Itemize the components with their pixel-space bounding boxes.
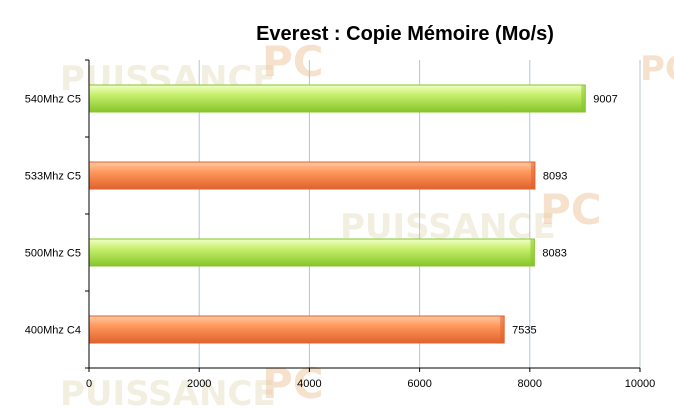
x-tick-label-2000: 2000	[187, 378, 211, 390]
axes-layer	[85, 59, 641, 372]
bar-cap-0	[581, 85, 586, 112]
bar-2	[88, 238, 535, 267]
category-label-3: 400Mhz C4	[25, 325, 81, 337]
x-tick-label-0: 0	[86, 378, 92, 390]
watermark-pc-4: PC	[640, 49, 674, 89]
watermark-pc-3: PC	[262, 359, 324, 408]
data-label-2: 8083	[542, 248, 566, 260]
data-label-3: 7535	[512, 325, 536, 337]
watermark-pc-1: PC	[262, 37, 324, 86]
bars-layer	[88, 84, 586, 344]
x-tick-label-4000: 4000	[297, 378, 321, 390]
x-tick-label-10000: 10000	[625, 378, 656, 390]
bar-cap-3	[500, 316, 505, 343]
bar-3	[88, 315, 505, 344]
category-label-0: 540Mhz C5	[25, 94, 81, 106]
bar-cap-2	[530, 239, 535, 266]
data-label-1: 8093	[543, 171, 567, 183]
chart-title: Everest : Copie Mémoire (Mo/s)	[256, 23, 554, 45]
data-label-0: 9007	[593, 94, 617, 106]
watermark-text-3: PUISSANCE	[60, 374, 276, 409]
bar-1	[88, 161, 536, 190]
labels-layer: 540Mhz C5 9007 533Mhz C5 8093 500Mhz C5 8083 4…	[25, 94, 656, 391]
bar-0	[88, 84, 586, 113]
category-label-1: 533Mhz C5	[25, 171, 81, 183]
watermark-group: PUISSANCE PC PUISSANCE PC PUISSANCE PC P…	[60, 37, 674, 409]
bar-cap-1	[530, 162, 535, 189]
category-label-2: 500Mhz C5	[25, 248, 81, 260]
x-tick-label-6000: 6000	[407, 378, 431, 390]
x-tick-label-8000: 8000	[518, 378, 542, 390]
watermark-pc-2: PC	[540, 185, 602, 234]
